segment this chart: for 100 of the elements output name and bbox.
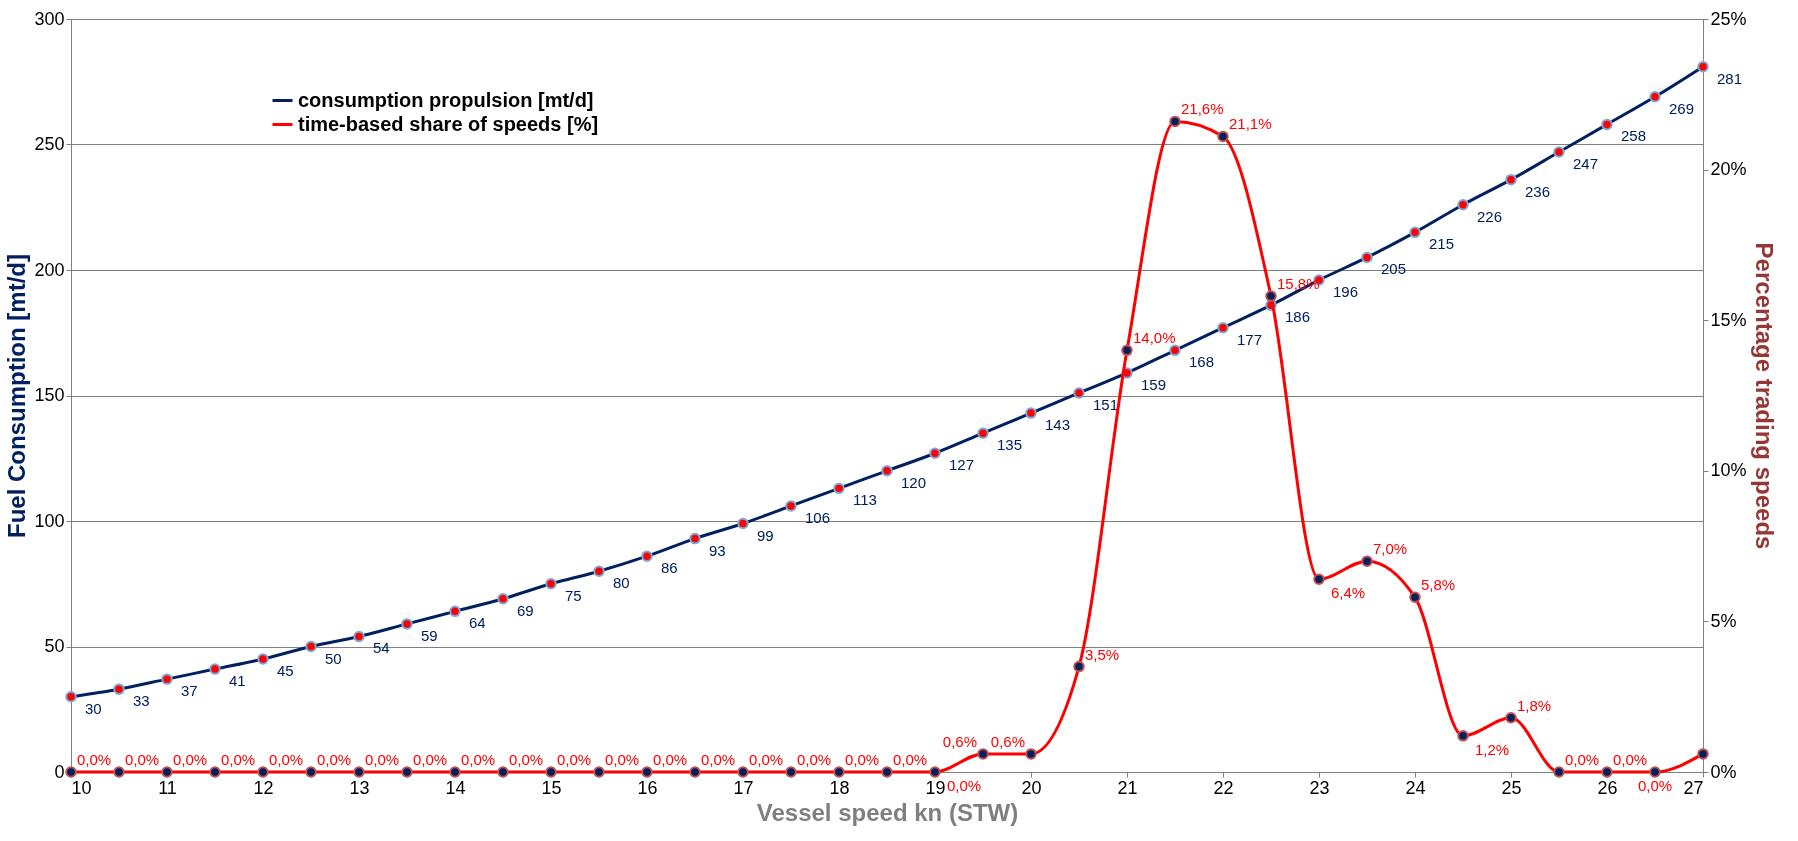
y-tick-label: 0 [54, 761, 65, 782]
data-label: 0,0% [557, 751, 592, 768]
data-label: 80 [613, 574, 630, 592]
data-label: 159 [1141, 375, 1167, 393]
y-tick-label: 50 [44, 636, 65, 656]
x-tick-label: 13 [349, 777, 370, 798]
x-tick-label: 25 [1501, 777, 1522, 798]
data-label: 0,0% [365, 751, 400, 768]
data-label: 5,8% [1421, 576, 1456, 594]
data-label: 1,2% [1475, 740, 1510, 758]
x-tick-label: 27 [1683, 777, 1704, 798]
data-label: 0,0% [749, 751, 784, 768]
data-label: 226 [1477, 207, 1503, 225]
data-label: 0,0% [1637, 777, 1673, 794]
x-tick-label: 20 [1021, 777, 1042, 798]
y-tick-label: 250 [34, 134, 65, 154]
data-label: 86 [661, 559, 678, 577]
x-tick-label: 21 [1117, 777, 1138, 798]
x-tick-label: 15 [541, 777, 562, 798]
data-label: 7,0% [1373, 540, 1408, 558]
x-tick-label: 23 [1309, 777, 1330, 798]
data-label: 196 [1333, 283, 1359, 301]
data-label: 33 [133, 692, 150, 710]
data-label: 143 [1045, 416, 1071, 434]
data-label: 0,0% [845, 751, 880, 768]
data-label: 177 [1237, 330, 1263, 348]
data-label: 41 [229, 672, 246, 690]
data-label: 21,1% [1229, 115, 1272, 133]
x-tick-label: 26 [1597, 777, 1618, 798]
y2-tick-label: 10% [1710, 460, 1747, 481]
y2-axis-title: Percentage trading speeds [1750, 242, 1778, 550]
data-label: 113 [853, 491, 877, 509]
data-label: 75 [565, 586, 582, 604]
data-label: 120 [901, 473, 927, 491]
data-label: 1,8% [1517, 696, 1552, 714]
x-tick-label: 14 [445, 777, 466, 798]
y-tick-label: 150 [34, 385, 65, 405]
x-axis-title: Vessel speed kn (STW) [756, 798, 1019, 826]
data-label: 0,0% [797, 751, 832, 768]
data-label: 215 [1429, 235, 1455, 253]
data-label: 50 [325, 649, 342, 667]
data-label: 0,0% [653, 751, 688, 768]
data-label: 151 [1093, 395, 1119, 413]
y-tick-label: 100 [34, 510, 65, 531]
data-label: 37 [181, 682, 198, 700]
data-label: 0,0% [413, 751, 448, 768]
data-label: 106 [805, 508, 831, 526]
data-label: 247 [1573, 155, 1599, 173]
data-label: 0,6% [990, 732, 1025, 750]
data-label: 135 [997, 436, 1023, 454]
data-label: 99 [757, 526, 774, 544]
data-label: 168 [1189, 353, 1215, 371]
data-label: 30 [85, 699, 102, 717]
data-label: 0,6% [942, 732, 977, 750]
data-label: 0,0% [1613, 751, 1648, 768]
x-tick-label: 24 [1405, 777, 1426, 798]
data-label: 0,0% [461, 751, 496, 768]
legend-label: time-based share of speeds [%] [298, 112, 599, 135]
y-tick-label: 300 [34, 8, 65, 29]
data-label: 0,0% [605, 751, 640, 768]
data-label: 258 [1621, 127, 1647, 145]
y2-tick-label: 20% [1710, 159, 1747, 180]
data-label: 0,0% [317, 751, 352, 768]
data-label: 59 [421, 626, 438, 644]
data-label: 127 [949, 456, 975, 474]
data-label: 186 [1285, 308, 1311, 326]
x-tick-label: 18 [829, 777, 850, 798]
x-tick-label: 19 [925, 777, 946, 798]
data-label: 21,6% [1181, 100, 1224, 118]
data-label: 236 [1525, 182, 1551, 200]
data-label: 14,0% [1133, 329, 1176, 347]
data-label: 3,5% [1085, 645, 1120, 663]
data-label: 0,0% [269, 751, 304, 768]
data-label: 69 [517, 601, 534, 619]
data-label: 0,0% [77, 751, 112, 768]
y-tick-label: 200 [34, 259, 65, 280]
data-label: 0,0% [221, 751, 256, 768]
data-label: 93 [709, 541, 726, 559]
data-label: 0,0% [125, 751, 160, 768]
x-tick-label: 12 [253, 777, 274, 798]
data-label: 205 [1381, 260, 1407, 278]
data-label: 269 [1669, 99, 1695, 117]
data-label: 54 [373, 639, 390, 657]
legend-label: consumption propulsion [mt/d] [298, 88, 594, 111]
data-label: 0,0% [1565, 751, 1600, 768]
y2-tick-label: 15% [1710, 309, 1747, 330]
data-label: 0,0% [701, 751, 736, 768]
data-label: 281 [1717, 69, 1743, 87]
y-axis-title: Fuel Consumption [mt/d] [3, 254, 31, 538]
x-tick-label: 17 [733, 777, 754, 798]
data-label: 64 [469, 614, 486, 632]
y2-tick-label: 0% [1710, 761, 1737, 782]
x-tick-label: 22 [1213, 777, 1234, 798]
data-label: 45 [277, 662, 294, 680]
data-label: 0,0% [947, 777, 982, 794]
y2-tick-label: 5% [1710, 610, 1737, 631]
data-label: 0,0% [893, 751, 928, 768]
data-label: 0,0% [173, 751, 208, 768]
x-tick-label: 10 [71, 777, 92, 798]
x-tick-label: 16 [637, 777, 658, 798]
